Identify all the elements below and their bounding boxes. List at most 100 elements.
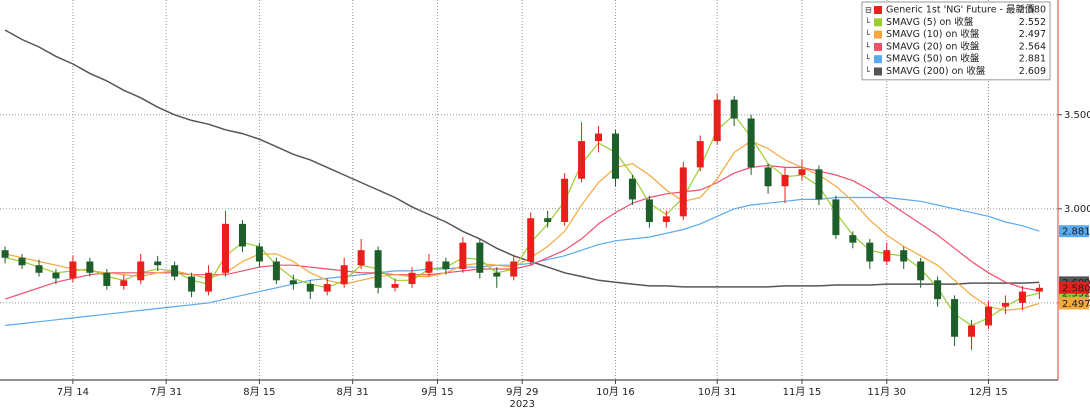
candle-body — [52, 272, 60, 279]
x-tick-label: 12月 15 — [969, 386, 1008, 398]
candle-body — [527, 218, 535, 262]
legend-name: SMAVG (200) on 收盤 — [886, 65, 986, 77]
legend-name: SMAVG (50) on 收盤 — [886, 53, 980, 65]
candle-body — [408, 272, 416, 285]
candle-body — [306, 284, 314, 292]
candle-body — [272, 261, 280, 281]
candle-body — [611, 133, 619, 179]
candle-body — [86, 261, 94, 273]
candle-body — [1001, 302, 1009, 307]
x-tick-label: 8月 15 — [243, 386, 275, 398]
legend-tree: └ — [865, 54, 870, 64]
candle-body — [578, 141, 586, 179]
value-tag-label: 2.497 — [1062, 299, 1090, 310]
legend-tree: └ — [865, 17, 870, 27]
candle-body — [340, 265, 348, 285]
candle-body — [798, 169, 806, 175]
x-tick-label: 7月 14 — [57, 386, 89, 398]
y-tick-label: 3.500 — [1064, 110, 1090, 121]
legend-value: 2.552 — [1019, 17, 1046, 28]
candle-body — [18, 257, 26, 266]
x-tick-label: 11月 30 — [867, 386, 906, 398]
candle-body — [832, 199, 840, 236]
legend-box — [861, 1, 1051, 81]
candle-body — [171, 265, 179, 277]
legend-value: 2.580 — [1019, 5, 1046, 16]
candle-body — [188, 276, 196, 292]
candle-body — [103, 272, 111, 286]
candle-body — [154, 261, 162, 266]
x-tick-label: 11月 15 — [783, 386, 822, 398]
y-tick-label: 3.000 — [1064, 204, 1090, 215]
ma-line — [4, 29, 1040, 288]
candle-body — [323, 284, 331, 292]
x-year-label: 2023 — [509, 399, 534, 409]
value-tag-label: 2.552 — [1062, 289, 1090, 300]
candle-body — [781, 174, 789, 187]
legend-value: 2.609 — [1019, 66, 1046, 77]
candle-body — [645, 199, 653, 222]
value-tag — [1059, 281, 1089, 294]
legend-value: 2.881 — [1019, 54, 1046, 65]
x-tick-label: 10月 31 — [698, 386, 737, 398]
candle-body — [747, 118, 755, 168]
candle-body — [35, 265, 43, 273]
candle-body — [883, 250, 891, 262]
candle-body — [493, 272, 501, 277]
x-tick-label: 9月 29 — [506, 386, 538, 398]
value-tag — [1059, 297, 1089, 310]
x-tick-label: 9月 15 — [421, 386, 453, 398]
value-tag-label: 2.580 — [1062, 283, 1090, 294]
candle-body — [628, 178, 636, 200]
candle-body — [951, 299, 959, 337]
candle-body — [934, 280, 942, 300]
legend-swatch — [874, 18, 882, 27]
legend-swatch — [874, 55, 882, 64]
legend-name: Generic 1st 'NG' Future - 最新價 — [886, 4, 1035, 16]
candle-body — [595, 133, 603, 142]
candle-body — [459, 242, 467, 270]
value-tag — [1059, 225, 1089, 238]
candle-body — [815, 169, 823, 200]
candle-body — [476, 242, 484, 273]
candle-body — [1, 250, 9, 258]
candle-body — [662, 216, 670, 222]
candle-body — [679, 167, 687, 217]
candle-body — [1035, 287, 1043, 292]
candle-body — [205, 272, 213, 292]
candle-body — [289, 280, 297, 285]
candle-body — [968, 325, 976, 337]
legend-name: SMAVG (20) on 收盤 — [886, 40, 980, 52]
candle-body — [391, 284, 399, 288]
legend-tree: └ — [865, 66, 870, 76]
candle-body — [120, 280, 128, 286]
legend-tree: └ — [865, 29, 870, 39]
legend-value: 2.497 — [1019, 29, 1046, 40]
legend-tree: ⊟ — [865, 6, 872, 15]
legend-swatch — [874, 30, 882, 39]
legend-value: 2.564 — [1019, 41, 1046, 52]
candle-body — [442, 261, 450, 270]
candle-body — [357, 250, 365, 266]
candle-body — [730, 99, 738, 119]
candle-body — [425, 261, 433, 273]
x-tick-label: 7月 31 — [150, 386, 182, 398]
candle-body — [544, 218, 552, 222]
candle-body — [866, 242, 874, 262]
value-tag-label: 2.881 — [1062, 227, 1090, 238]
candle-body — [374, 250, 382, 288]
x-tick-label: 8月 31 — [337, 386, 369, 398]
candle-body — [238, 223, 246, 247]
ma-line — [4, 113, 1040, 327]
candle-body — [1018, 291, 1026, 303]
legend-swatch — [874, 6, 882, 14]
legend-tree: └ — [865, 41, 870, 51]
candle-body — [137, 261, 145, 281]
candle-body — [849, 235, 857, 243]
legend-swatch — [874, 42, 882, 51]
candle-body — [900, 250, 908, 262]
